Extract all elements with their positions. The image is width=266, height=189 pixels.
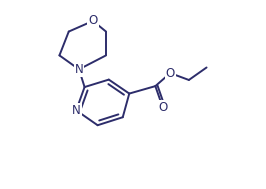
Text: O: O <box>158 101 167 114</box>
Text: N: N <box>75 63 83 76</box>
Text: O: O <box>166 67 175 80</box>
Text: O: O <box>88 14 98 27</box>
Text: N: N <box>72 104 81 117</box>
